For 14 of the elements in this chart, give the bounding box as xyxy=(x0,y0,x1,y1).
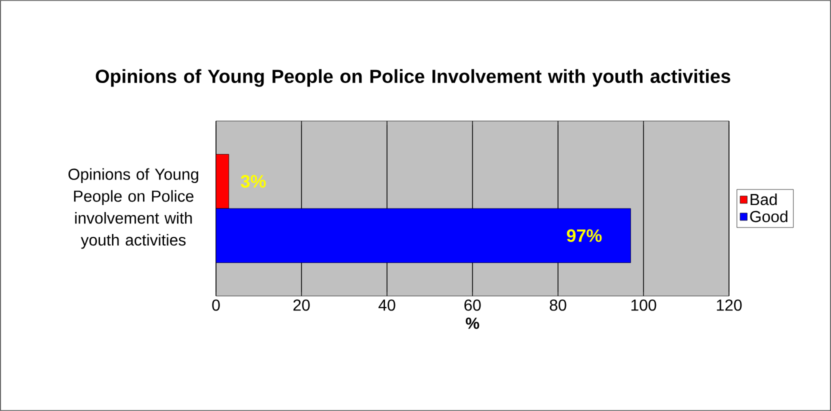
x-tick-label: 60 xyxy=(464,300,481,311)
legend-label: Bad xyxy=(750,193,777,206)
x-tick-label: 20 xyxy=(293,300,310,311)
data-label: 3% xyxy=(240,175,266,188)
data-label: 97% xyxy=(566,229,602,242)
y-tick-label: Opinions of Young People on Police involvement with youth activities xyxy=(68,168,198,249)
x-tick-label: 0 xyxy=(212,300,220,311)
x-tick-label: 80 xyxy=(550,300,566,311)
x-tick-label: 40 xyxy=(378,300,396,311)
legend-label: Good xyxy=(750,210,788,222)
x-tick-label: 120 xyxy=(716,300,742,311)
x-axis-title: % xyxy=(466,318,480,329)
chart-title: Opinions of Young People on Police Involvement with youth activities xyxy=(96,69,730,87)
x-tick-label: 100 xyxy=(631,300,656,311)
